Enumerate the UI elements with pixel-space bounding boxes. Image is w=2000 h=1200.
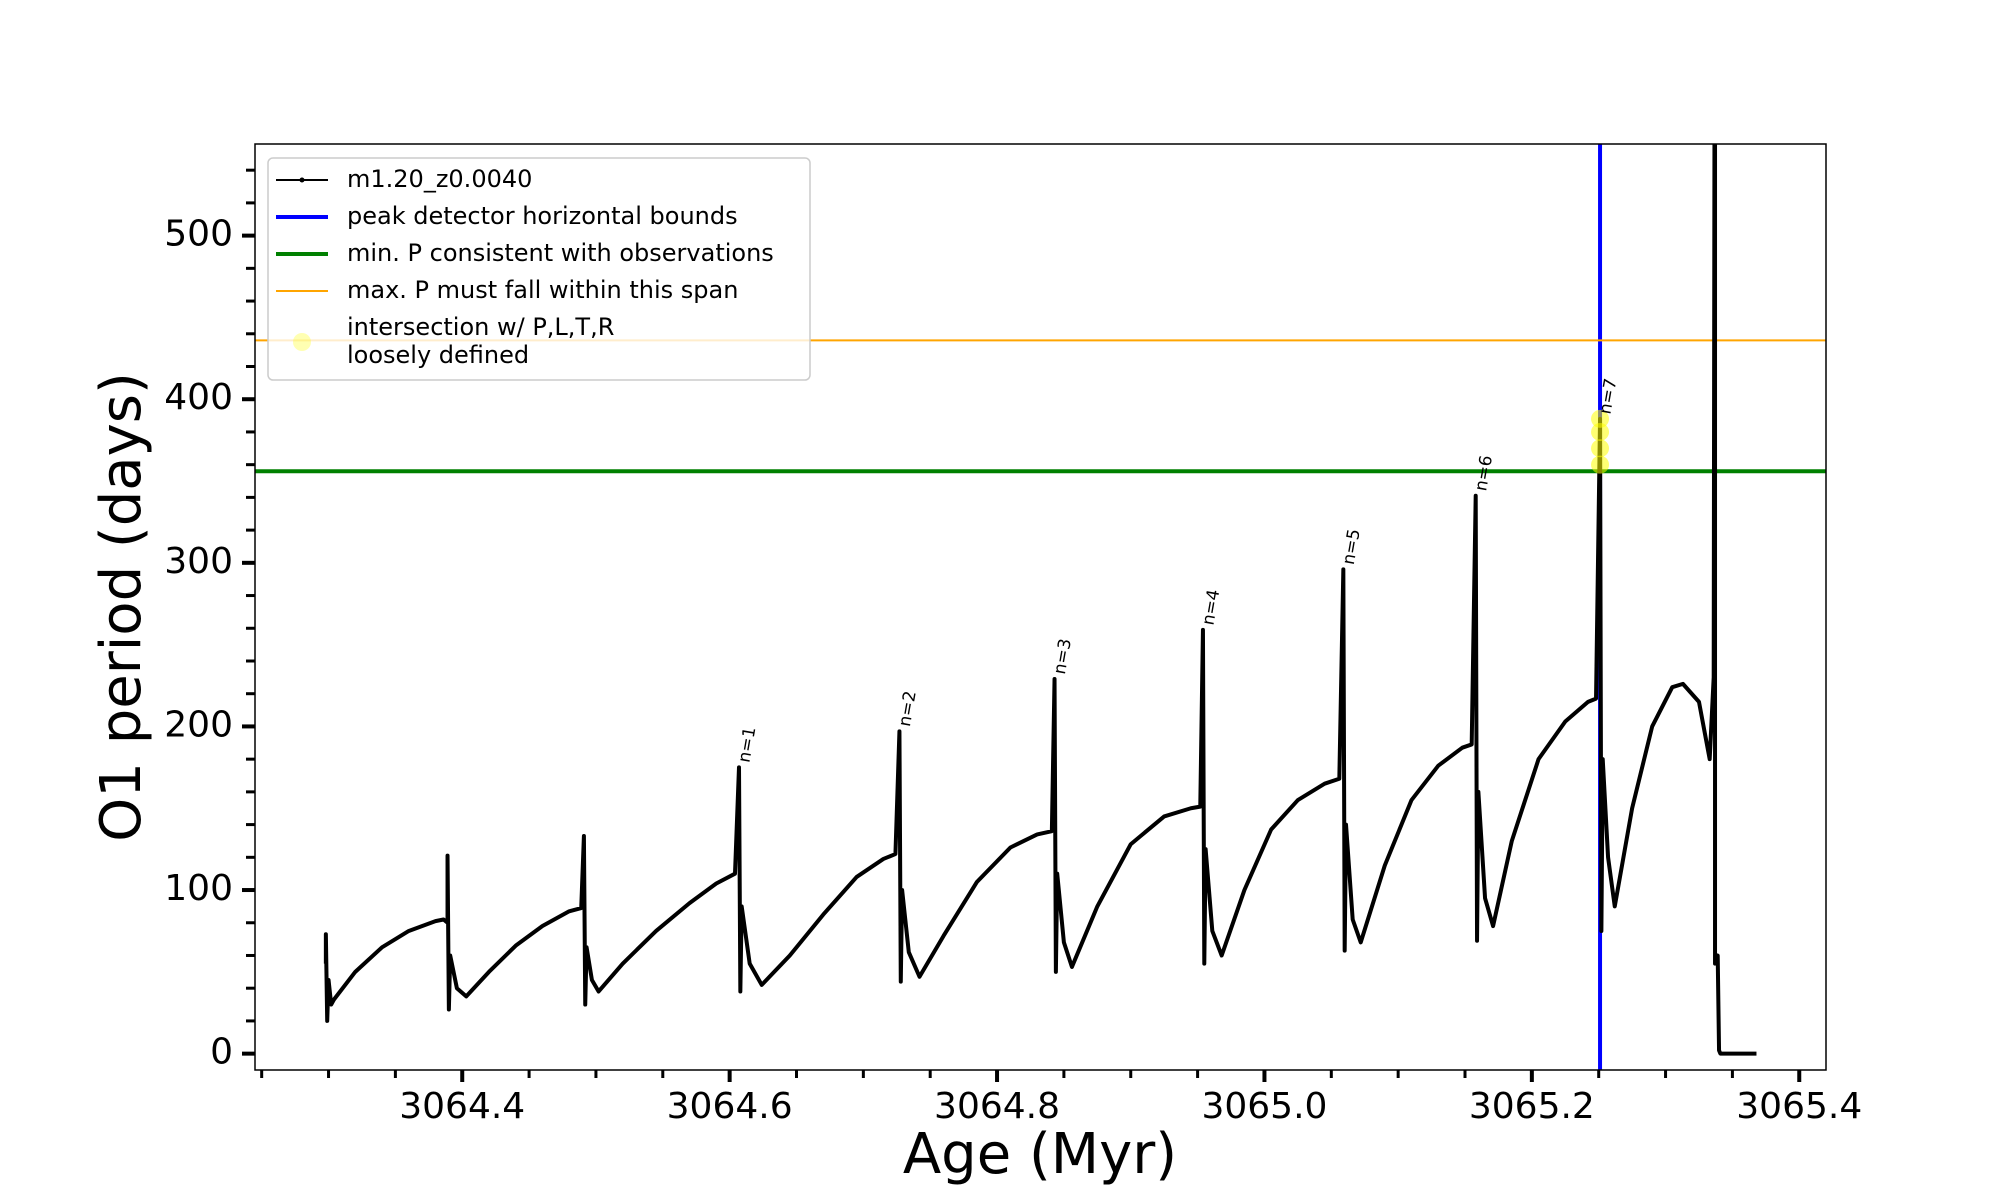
x-tick-label: 3065.0	[1201, 1086, 1327, 1127]
legend-label: min. P consistent with observations	[347, 239, 774, 267]
annotation: n=4	[1198, 588, 1224, 627]
annotation: n=6	[1471, 454, 1497, 493]
intersection-point	[1591, 422, 1610, 441]
legend-box	[267, 157, 811, 381]
intersection-point	[1591, 455, 1610, 474]
y-tick-label: 500	[164, 214, 233, 255]
annotation: n=2	[895, 689, 921, 728]
y-tick-label: 400	[164, 377, 233, 418]
x-tick-label: 3064.6	[667, 1086, 793, 1127]
y-axis-label: O1 period (days)	[89, 372, 154, 842]
annotation: n=3	[1050, 637, 1076, 676]
legend-label: intersection w/ P,L,T,R loosely defined	[347, 313, 614, 369]
legend-marker	[299, 177, 305, 183]
x-tick-label: 3064.8	[934, 1086, 1060, 1127]
data-line	[323, 144, 1757, 1056]
x-tick-label: 3064.4	[399, 1086, 525, 1127]
x-tick-label: 3065.2	[1469, 1086, 1595, 1127]
plot-frame	[254, 143, 1827, 1071]
legend-label: peak detector horizontal bounds	[347, 202, 738, 230]
legend-label: m1.20_z0.0040	[347, 165, 532, 193]
x-tick-label: 3065.4	[1736, 1086, 1862, 1127]
annotation: n=1	[735, 725, 761, 764]
y-tick-label: 100	[164, 868, 233, 909]
intersection-point	[1591, 409, 1610, 428]
annotation: n=5	[1339, 527, 1365, 566]
legend-label: max. P must fall within this span	[347, 276, 738, 304]
y-tick-label: 0	[210, 1032, 233, 1073]
y-tick-label: 200	[164, 704, 233, 745]
legend-label-line: intersection w/ P,L,T,R	[347, 313, 614, 341]
legend-label-line: loosely defined	[347, 341, 529, 369]
legend-marker	[293, 333, 311, 351]
x-axis-label: Age (Myr)	[903, 1122, 1177, 1187]
y-tick-label: 300	[164, 541, 233, 582]
intersection-point	[1591, 439, 1610, 458]
